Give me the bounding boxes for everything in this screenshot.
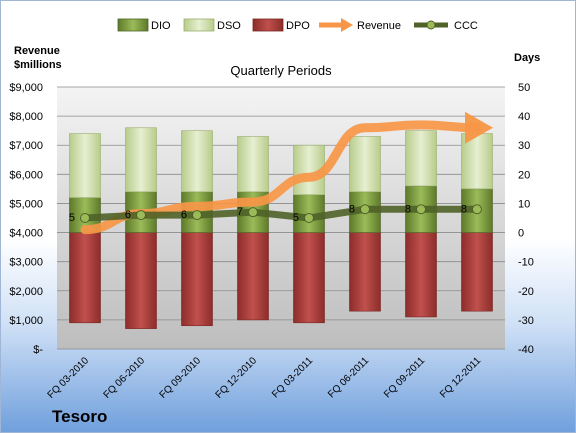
dso-bar <box>349 136 381 193</box>
dpo-bar <box>125 232 157 329</box>
dso-bar <box>405 130 437 187</box>
category-label: FQ 06-2010 <box>102 355 148 401</box>
left-axis-title-line-2: $millions <box>14 59 62 71</box>
legend-label-dso: DSO <box>217 20 241 32</box>
ccc-marker <box>416 204 426 215</box>
dpo-bar <box>405 232 437 318</box>
left-tick-label: $7,000 <box>9 140 43 152</box>
legend-label-revenue: Revenue <box>357 20 401 32</box>
right-tick-label: 20 <box>518 169 530 181</box>
legend-swatch-dso <box>183 18 215 32</box>
left-tick-label: $5,000 <box>9 198 43 210</box>
legend-swatch-dio <box>117 18 149 32</box>
left-tick-label: $1,000 <box>9 315 43 327</box>
left-tick-label: $2,000 <box>9 286 43 298</box>
legend-marker-ccc <box>426 20 436 30</box>
ccc-data-label: 8 <box>461 203 467 215</box>
left-axis-title: Revenue $millions <box>14 44 62 72</box>
ccc-marker <box>304 213 314 223</box>
ccc-line <box>84 205 477 222</box>
category-label: FQ 06-2011 <box>326 355 371 400</box>
left-tick-label: $6,000 <box>9 169 43 181</box>
category-label: FQ 12-2010 <box>214 355 260 401</box>
category-label: FQ 12-2011 <box>438 355 483 400</box>
dpo-bar <box>293 232 325 324</box>
company-name: Tesoro <box>52 407 108 426</box>
dso-bar <box>181 130 213 193</box>
legend-label-ccc: CCC <box>454 20 478 32</box>
ccc-data-label: 6 <box>181 209 187 221</box>
dpo-bar <box>237 232 269 321</box>
revenue-arrowhead <box>465 111 493 144</box>
right-tick-label: 30 <box>518 140 530 152</box>
ccc-marker <box>80 213 90 223</box>
right-tick-label: -10 <box>518 257 534 269</box>
right-tick-label: 10 <box>518 198 530 210</box>
right-tick-label: -40 <box>518 344 534 356</box>
category-label: FQ 09-2010 <box>158 355 204 401</box>
category-label: FQ 09-2011 <box>382 355 427 400</box>
category-label: FQ 03-2010 <box>46 355 92 401</box>
ccc-data-label: 5 <box>69 212 75 224</box>
chart-title: Quarterly Periods <box>230 63 332 78</box>
ccc-data-label: 7 <box>237 206 243 218</box>
dso-bar <box>125 127 157 193</box>
dso-bar <box>69 133 101 198</box>
ccc-marker <box>136 210 146 221</box>
dpo-bar <box>461 232 493 312</box>
ccc-marker <box>248 207 258 218</box>
right-tick-label: 40 <box>518 111 530 123</box>
right-tick-label: -20 <box>518 286 534 298</box>
ccc-marker <box>472 204 482 215</box>
dso-bar <box>237 136 269 193</box>
left-tick-label: $3,000 <box>9 257 43 269</box>
right-tick-label: 50 <box>518 82 530 94</box>
left-tick-label: $- <box>33 344 43 356</box>
category-label: FQ 03-2011 <box>270 355 315 400</box>
left-tick-label: $4,000 <box>9 228 43 240</box>
dpo-bar <box>69 232 101 324</box>
legend-swatch-dpo <box>252 18 284 32</box>
legend-label-dpo: DPO <box>286 20 310 32</box>
left-tick-label: $9,000 <box>9 82 43 94</box>
right-tick-label: -30 <box>518 315 534 327</box>
ccc-data-label: 8 <box>349 203 355 215</box>
right-tick-label: 0 <box>518 228 524 240</box>
legend-label-dio: DIO <box>151 20 171 32</box>
legend-arrowhead-revenue <box>341 18 353 32</box>
dpo-bar <box>349 232 381 312</box>
ccc-data-label: 5 <box>293 212 299 224</box>
ccc-marker <box>360 204 370 215</box>
ccc-data-label: 8 <box>405 203 411 215</box>
left-axis-title-line-1: Revenue <box>14 45 60 57</box>
ccc-marker <box>192 210 202 221</box>
dpo-bar <box>181 232 213 327</box>
ccc-data-label: 6 <box>125 209 131 221</box>
left-tick-label: $8,000 <box>9 111 43 123</box>
right-axis-title: Days <box>514 52 541 64</box>
